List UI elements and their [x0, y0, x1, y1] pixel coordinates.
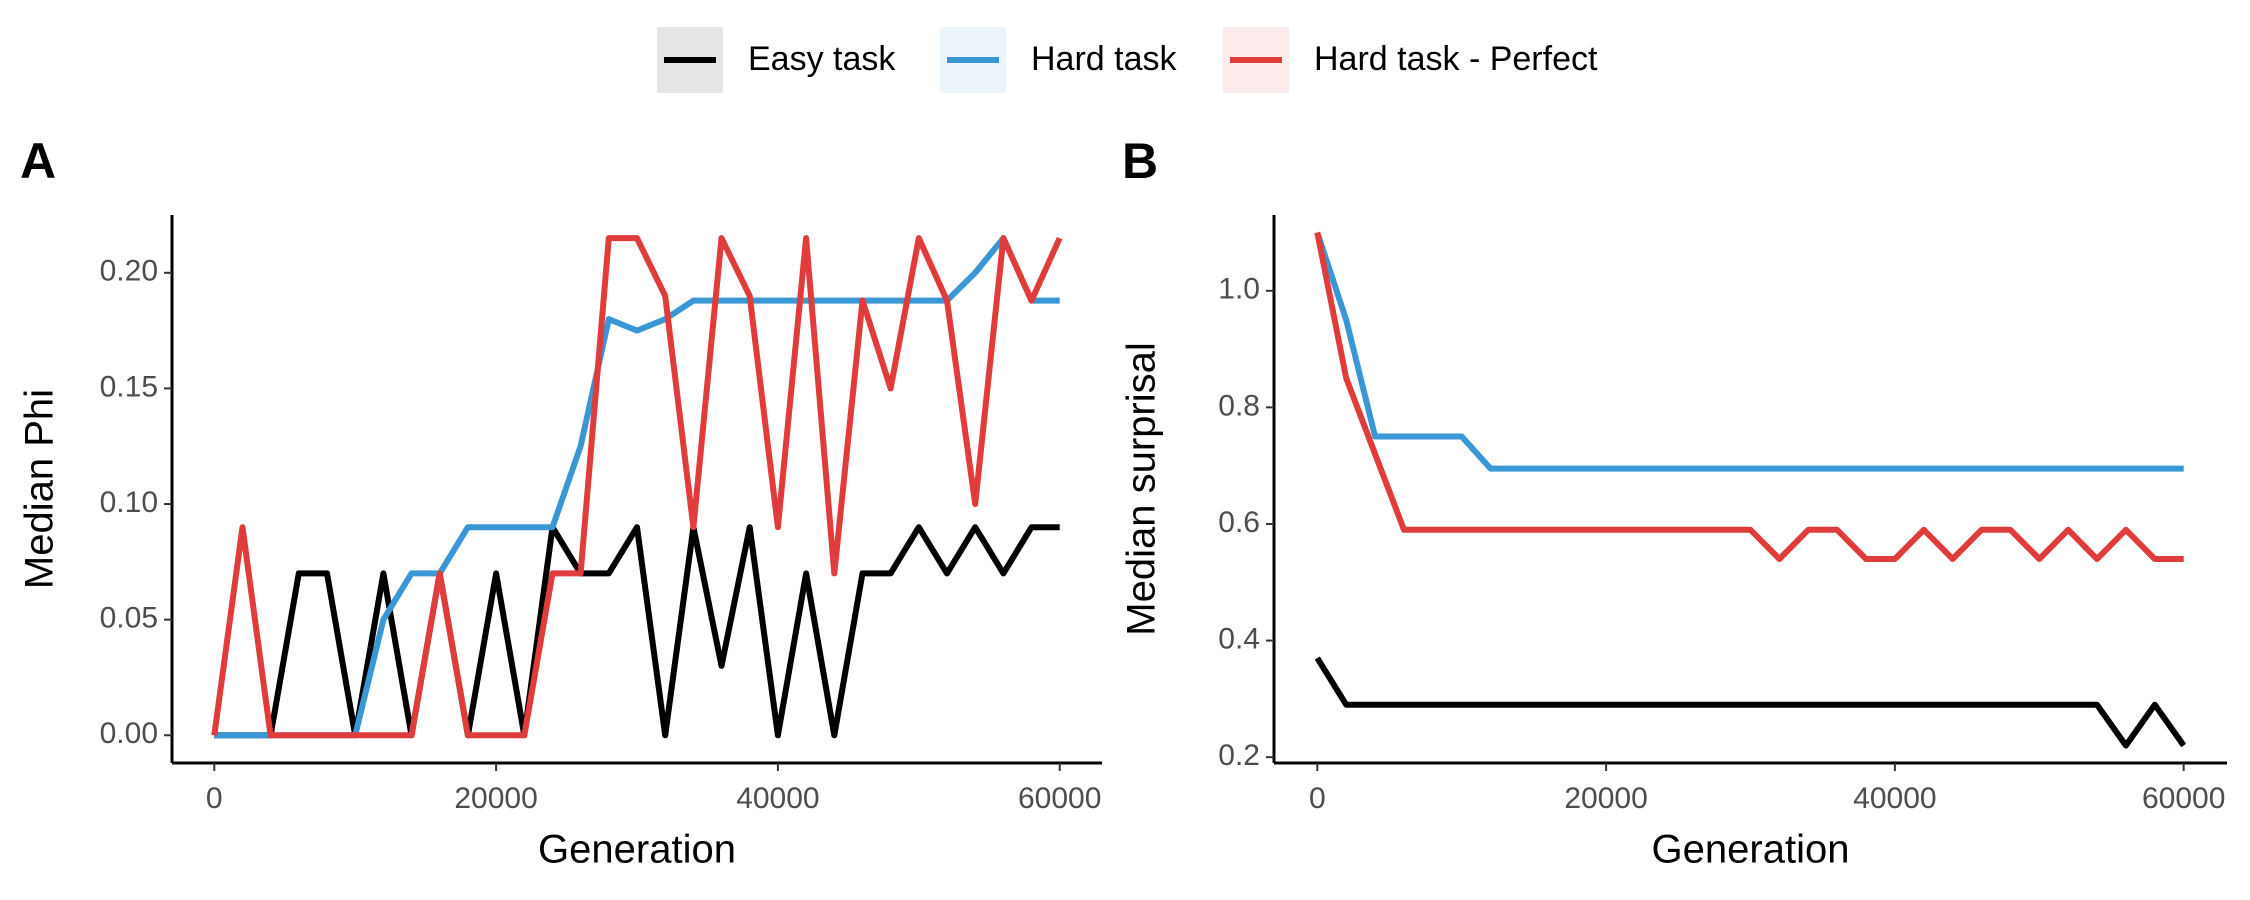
- series-line: [1314, 656, 2187, 749]
- y-tick-label: 0.20: [100, 255, 158, 288]
- panel-label: B: [1122, 133, 1158, 189]
- panel-label: A: [20, 133, 56, 189]
- y-tick-label: 0.10: [100, 486, 158, 519]
- x-tick-label: 60000: [2142, 782, 2225, 815]
- y-tick-label: 0.6: [1218, 506, 1260, 539]
- y-tick-label: 0.4: [1218, 622, 1260, 655]
- x-tick-label: 40000: [1853, 782, 1936, 815]
- series-line: [1314, 231, 2184, 562]
- y-tick-label: 0.2: [1218, 739, 1260, 772]
- x-tick-label: 20000: [1564, 782, 1647, 815]
- x-tick-label: 60000: [1018, 782, 1101, 815]
- y-axis-title: Median surprisal: [1120, 342, 1164, 635]
- legend-label: Hard task - Perfect: [1314, 40, 1598, 78]
- series-line: [1314, 231, 2184, 472]
- series-line: [214, 524, 1060, 739]
- y-axis-title: Median Phi: [18, 389, 62, 589]
- x-axis-title: Generation: [538, 828, 736, 872]
- x-tick-label: 0: [1309, 782, 1326, 815]
- x-tick-label: 40000: [736, 782, 819, 815]
- y-tick-label: 0.8: [1218, 389, 1260, 422]
- y-tick-label: 0.15: [100, 370, 158, 403]
- legend-label: Hard task: [1031, 40, 1177, 78]
- y-tick-label: 1.0: [1218, 273, 1260, 306]
- legend-label: Easy task: [748, 40, 896, 78]
- y-tick-label: 0.00: [100, 717, 158, 750]
- x-tick-label: 20000: [454, 782, 537, 815]
- x-axis-title: Generation: [1652, 828, 1850, 872]
- series-line: [211, 235, 1063, 739]
- x-tick-label: 0: [206, 782, 223, 815]
- y-tick-label: 0.05: [100, 602, 158, 635]
